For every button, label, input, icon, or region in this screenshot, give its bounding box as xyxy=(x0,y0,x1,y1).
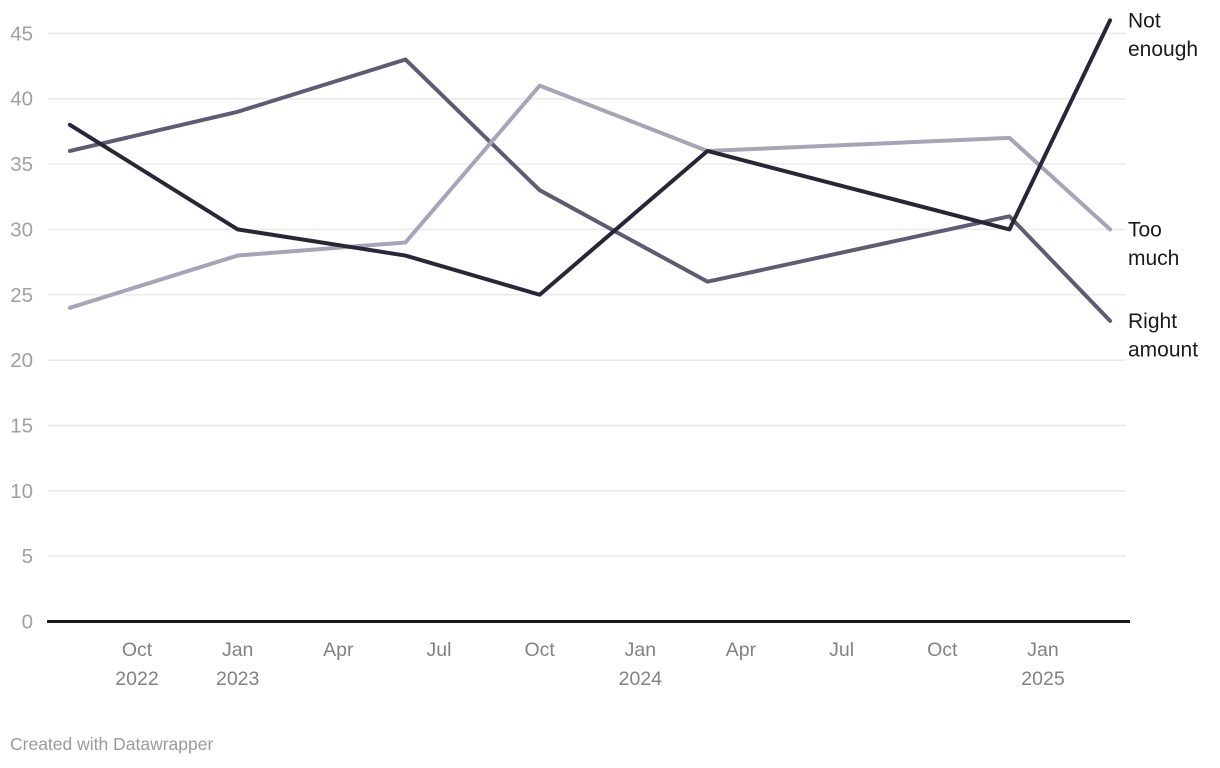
y-tick-label-20: 20 xyxy=(10,349,33,372)
x-tick-label: Apr xyxy=(726,639,757,661)
y-tick-label-0: 0 xyxy=(22,611,33,634)
y-tick-label-35: 35 xyxy=(10,153,33,176)
x-tick-label: Jul xyxy=(427,639,452,661)
series-end-label-right-amount: Right xyxy=(1128,310,1177,333)
x-tick-label: Apr xyxy=(323,639,354,661)
series-end-label-not-enough: Not xyxy=(1128,9,1161,32)
series-end-label-right-amount: amount xyxy=(1128,338,1198,361)
x-tick-year-label: 2022 xyxy=(115,668,158,690)
x-tick-year-label: 2025 xyxy=(1021,668,1065,690)
series-line-right-amount xyxy=(67,57,1113,323)
datawrapper-credit[interactable]: Created with Datawrapper xyxy=(10,734,214,754)
x-tick-label: Jul xyxy=(829,639,854,661)
series-line-not-enough xyxy=(67,18,1113,297)
y-tick-label-5: 5 xyxy=(22,545,33,568)
y-tick-label-40: 40 xyxy=(10,88,33,111)
y-tick-label-15: 15 xyxy=(10,414,33,437)
series-end-label-not-enough: enough xyxy=(1128,38,1198,61)
series-end-label-too-much: much xyxy=(1128,247,1179,270)
x-tick-label: Jan xyxy=(1027,639,1058,661)
x-tick-label: Jan xyxy=(625,639,656,661)
x-tick-label: Oct xyxy=(122,639,153,661)
series-line-too-much xyxy=(67,83,1113,310)
x-tick-label: Oct xyxy=(524,639,555,661)
y-tick-label-25: 25 xyxy=(10,284,33,307)
y-tick-label-10: 10 xyxy=(10,480,33,503)
series-end-label-too-much: Too xyxy=(1128,218,1162,241)
y-tick-label-30: 30 xyxy=(10,218,33,241)
x-tick-label: Jan xyxy=(222,639,253,661)
x-tick-year-label: 2024 xyxy=(619,668,663,690)
x-tick-year-label: 2023 xyxy=(216,668,259,690)
y-tick-label-45: 45 xyxy=(10,22,33,45)
x-tick-label: Oct xyxy=(927,639,958,661)
